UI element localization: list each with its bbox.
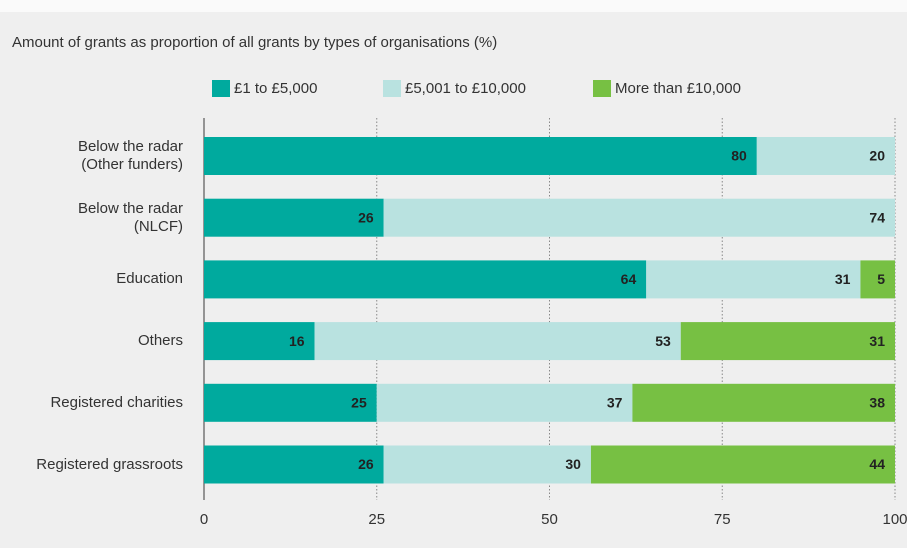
- bar-segment: [590, 445, 895, 484]
- value-label: 26: [358, 456, 374, 472]
- value-label: 31: [869, 333, 885, 349]
- value-label: 37: [607, 395, 623, 411]
- value-label: 64: [621, 271, 637, 287]
- chart-title: Amount of grants as proportion of all gr…: [12, 34, 497, 51]
- bar-segment: [204, 445, 384, 484]
- value-label: 80: [731, 148, 747, 164]
- x-tick-label: 0: [200, 511, 208, 528]
- bar-segment: [314, 322, 681, 361]
- value-label: 20: [869, 148, 885, 164]
- x-tick-label: 50: [541, 511, 558, 528]
- value-label: 25: [351, 395, 367, 411]
- value-label: 16: [289, 333, 305, 349]
- legend-swatch: [593, 80, 611, 97]
- bar-segment: [860, 260, 895, 299]
- category-label: Registered grassroots: [36, 455, 183, 473]
- value-label: 31: [835, 271, 851, 287]
- category-label: Education: [116, 270, 183, 288]
- value-label: 5: [877, 271, 885, 287]
- legend-label: £5,001 to £10,000: [405, 80, 526, 97]
- bar-segment: [632, 383, 895, 422]
- bar-segment: [204, 322, 315, 361]
- bar-segment: [376, 383, 633, 422]
- top-bar: [0, 0, 907, 12]
- bar-segment: [204, 260, 647, 299]
- bar-segment: [646, 260, 861, 299]
- category-label: Registered charities: [50, 393, 183, 411]
- legend-swatch: [383, 80, 401, 97]
- bar-segment: [204, 383, 377, 422]
- bar-segment: [383, 198, 895, 237]
- legend-swatch: [212, 80, 230, 97]
- value-label: 38: [869, 395, 885, 411]
- bar-segment: [204, 137, 757, 175]
- value-label: 30: [565, 456, 581, 472]
- value-label: 53: [655, 333, 671, 349]
- bar-segment: [204, 198, 384, 237]
- bar-segment: [756, 137, 895, 175]
- legend-label: £1 to £5,000: [234, 80, 317, 97]
- value-label: 44: [869, 456, 885, 472]
- value-label: 26: [358, 209, 374, 225]
- category-label: Below the radar (NLCF): [77, 199, 183, 235]
- category-label: Others: [137, 332, 183, 350]
- bar-segment: [383, 445, 591, 484]
- category-label: Below the radar (Other funders): [77, 138, 183, 173]
- x-tick-label: 100: [882, 511, 907, 528]
- bar-segment: [680, 322, 895, 361]
- value-label: 74: [869, 209, 885, 225]
- legend-label: More than £10,000: [615, 80, 741, 97]
- x-tick-label: 25: [368, 511, 385, 528]
- x-tick-label: 75: [714, 511, 731, 528]
